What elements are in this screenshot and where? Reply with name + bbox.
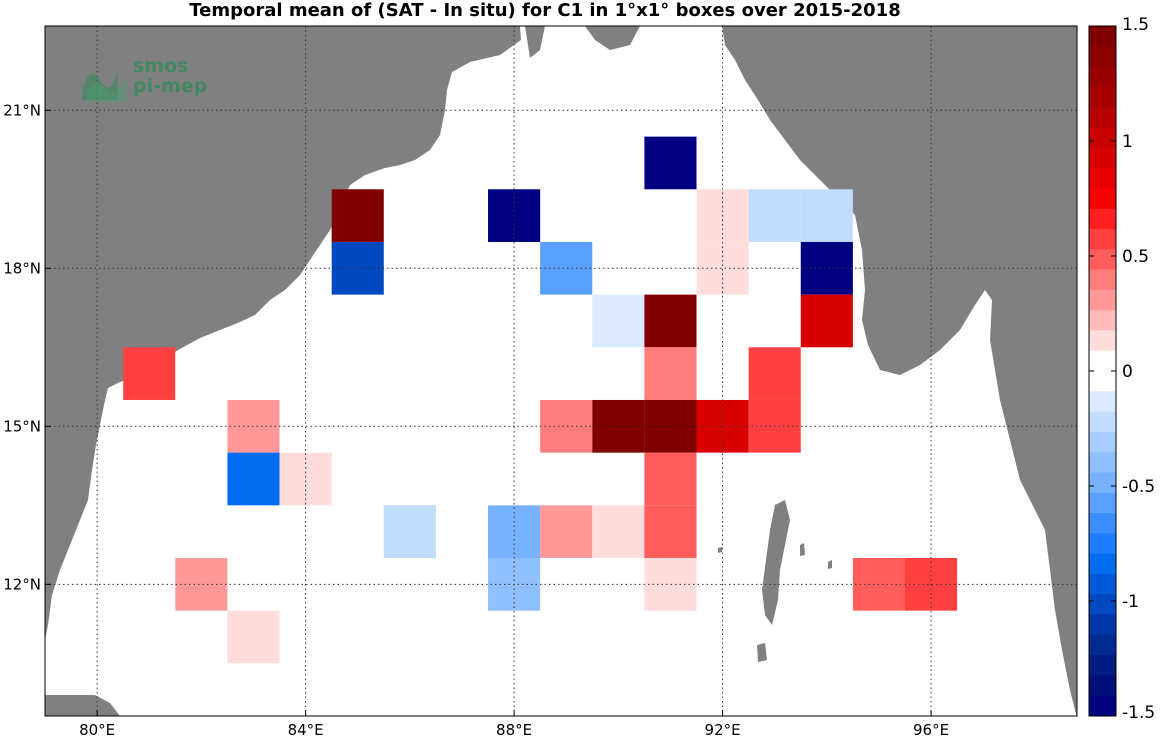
colorbar-segment-22 [1089, 472, 1116, 494]
colorbar-segment-8 [1089, 188, 1116, 210]
heatmap-cell-28 [592, 505, 645, 558]
colorbar-segment-0 [1089, 26, 1116, 47]
myanmar-coast [722, 26, 1077, 718]
logo-wave-icon [82, 72, 126, 102]
x-tick-label-0: 80°E [79, 721, 115, 738]
graticule [45, 26, 1077, 716]
colorbar-segment-33 [1089, 695, 1116, 717]
x-tick-label-1: 84°E [288, 721, 324, 738]
andaman-islet-3 [828, 560, 832, 569]
heatmap-cell-35 [227, 610, 280, 664]
delta-islands [525, 26, 545, 58]
longitude-ticks: 80°E 84°E 88°E 92°E 96°E [79, 710, 949, 738]
colorbar-segment-13 [1089, 289, 1116, 311]
colorbar-segment-24 [1089, 513, 1116, 534]
andaman-islet-4 [718, 547, 722, 553]
heatmap-cell-10 [592, 294, 645, 348]
heatmap-cell-27 [540, 505, 593, 558]
heatmap-cell-5 [800, 189, 853, 242]
logo-line2: pi-mep [133, 75, 208, 97]
colorbar-segment-1 [1089, 46, 1116, 68]
heatmap-cell-30 [175, 557, 228, 611]
india-coast [45, 26, 521, 640]
heatmap-cell-12 [800, 294, 853, 348]
heatmap-cell-29 [644, 505, 697, 558]
heatmap-cell-14 [644, 347, 697, 400]
colorbar-segment-9 [1089, 208, 1116, 230]
latitude-ticks: 12°N 15°N 18°N 21°N [3, 101, 51, 593]
heatmap-cell-4 [748, 189, 801, 242]
colorbar-segment-5 [1089, 127, 1116, 149]
land-masses [45, 26, 1077, 718]
colorbar-tick-label-6: -1.5 [1122, 703, 1155, 723]
x-tick-label-2: 88°E [496, 721, 532, 738]
colorbar-segment-18 [1089, 391, 1116, 413]
heatmap-cell-9 [800, 241, 853, 295]
x-tick-label-3: 92°E [705, 721, 741, 738]
colorbar-segment-32 [1089, 675, 1116, 697]
y-tick-label-1: 15°N [3, 417, 41, 435]
heatmap-cell-8 [696, 241, 749, 295]
heatmap-cell-13 [123, 347, 176, 400]
colorbar-segment-26 [1089, 553, 1116, 575]
colorbar-segment-19 [1089, 411, 1116, 433]
colorbar-segment-30 [1089, 634, 1116, 656]
heatmap-cell-24 [644, 452, 697, 506]
colorbar-segment-6 [1089, 147, 1116, 169]
smos-pi-mep-logo: smos pi-mep [78, 52, 218, 104]
colorbar-segment-11 [1089, 249, 1116, 271]
heatmap-cell-15 [748, 347, 801, 400]
colorbar-segment-31 [1089, 655, 1116, 676]
colorbar-segment-2 [1089, 66, 1116, 88]
colorbar-segment-23 [1089, 492, 1116, 514]
andaman-islet-2 [800, 543, 805, 556]
sri-lanka [45, 695, 120, 716]
logo-line1: smos [133, 55, 189, 77]
heatmap-cell-22 [227, 452, 280, 506]
colorbar-segment-25 [1089, 533, 1116, 555]
colorbar-segment-17 [1089, 371, 1116, 392]
heatmap-cell-25 [383, 505, 436, 558]
heatmap-cell-11 [644, 294, 697, 348]
y-tick-label-0: 12°N [3, 575, 41, 593]
andaman-islet-1 [757, 643, 767, 662]
colorbar-segment-4 [1089, 107, 1116, 128]
colorbar-segment-29 [1089, 614, 1116, 636]
colorbar-tick-label-5: -1 [1122, 592, 1139, 612]
colorbar-segment-14 [1089, 310, 1116, 331]
colorbar-segment-16 [1089, 350, 1116, 372]
map-title: Temporal mean of (SAT - In situ) for C1 … [189, 0, 901, 21]
colorbar-segment-20 [1089, 431, 1116, 453]
colorbar-segment-15 [1089, 330, 1116, 352]
heatmap-cell-0 [644, 136, 697, 190]
colorbar-segment-12 [1089, 269, 1116, 291]
colorbar-tick-label-3: 0 [1122, 362, 1133, 382]
delta-islands-2 [585, 26, 640, 50]
colorbar-segment-27 [1089, 573, 1116, 595]
colorbar-segment-3 [1089, 86, 1116, 108]
colorbar-tick-label-1: 1 [1122, 132, 1133, 152]
colorbar-segment-28 [1089, 594, 1116, 616]
heatmap-cell-6 [331, 241, 384, 295]
heatmap-cell-23 [279, 452, 332, 506]
heatmap-cell-1 [331, 189, 384, 242]
heatmap-cell-17 [540, 399, 593, 453]
colorbar-segment-10 [1089, 228, 1116, 250]
andaman-islands [762, 500, 790, 625]
heatmap-cell-18 [592, 399, 645, 453]
y-tick-label-3: 21°N [3, 101, 41, 119]
colorbar-tick-label-0: 1.5 [1122, 15, 1149, 35]
colorbar-segment-7 [1089, 168, 1116, 189]
colorbar-segment-21 [1089, 452, 1116, 473]
map-frame [44, 25, 1078, 717]
colorbar-tick-label-2: 0.5 [1122, 247, 1149, 267]
colorbar [1088, 25, 1117, 717]
heatmap-cell-7 [540, 241, 593, 295]
x-tick-label-4: 96°E [913, 721, 949, 738]
colorbar-ticks: 1.5 1 0.5 0 -0.5 -1 -1.5 [1089, 15, 1155, 723]
y-tick-label-2: 18°N [3, 259, 41, 277]
colorbar-tick-label-4: -0.5 [1122, 477, 1155, 497]
